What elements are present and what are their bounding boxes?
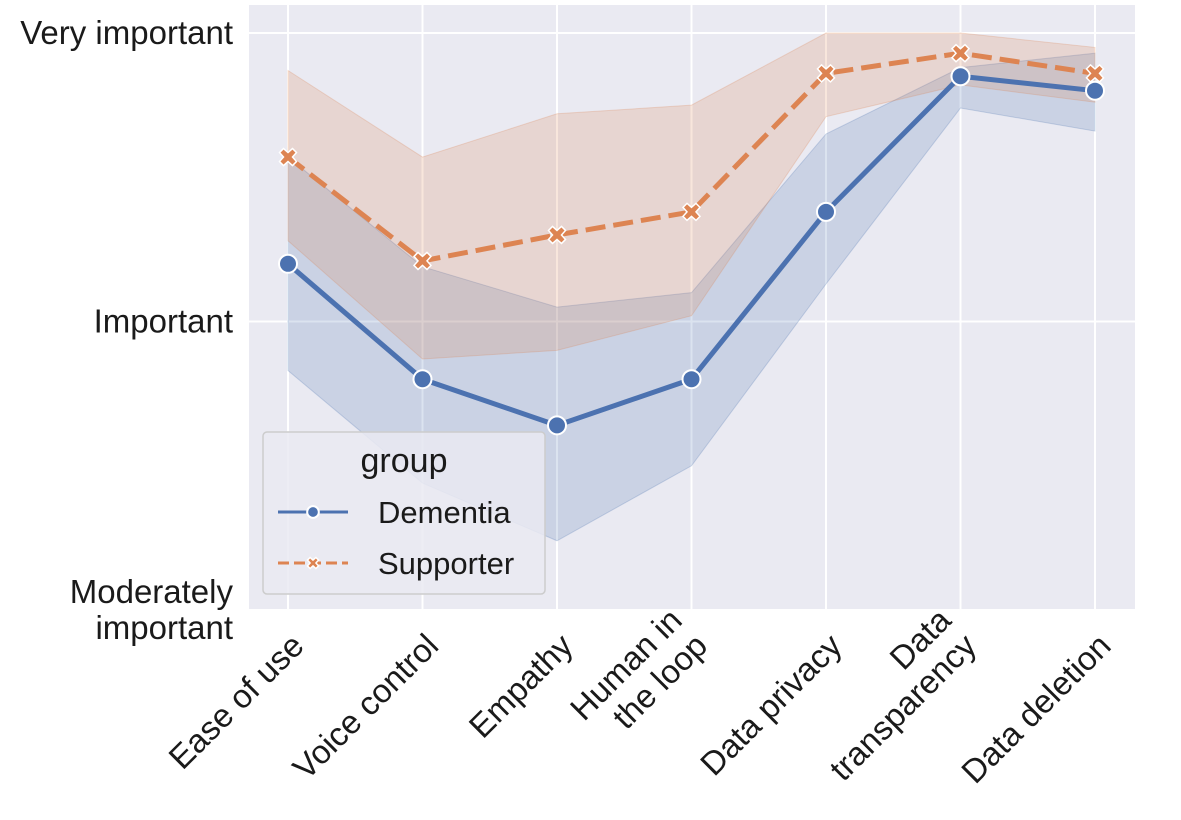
legend-title: group	[361, 442, 448, 480]
grid	[249, 5, 1135, 611]
y-tick-line: Moderately	[70, 573, 234, 610]
marker-dementia-data-deletion	[1085, 80, 1105, 101]
marker-supporter-data-transparency	[950, 43, 971, 63]
legend-label-supporter: Supporter	[378, 546, 514, 581]
marker-supporter-human-in-the-loop	[681, 202, 702, 222]
marker-dementia-data-privacy	[816, 201, 836, 222]
x-tick-label-data-transparency: Datatransparency	[797, 601, 984, 788]
y-tick-line: important	[95, 609, 233, 646]
legend-marker-shape-dementia	[306, 505, 320, 519]
marker-supporter-empathy	[547, 225, 567, 245]
legend: group Dementia Supporter	[262, 431, 546, 595]
x-tick-ease-of-use: Ease of use	[161, 627, 310, 776]
series-markers	[278, 43, 1105, 436]
ci-band-supporter	[287, 32, 1096, 360]
y-tick-line: Very important	[20, 14, 233, 51]
y-tick-label-very-important: Very important	[20, 14, 233, 51]
x-tick-data-transparency: Datatransparency	[797, 601, 984, 788]
marker-dementia-data-transparency	[950, 66, 971, 87]
marker-dementia-ease-of-use	[278, 253, 298, 274]
y-tick-label-moderately-important: Moderately important	[70, 573, 234, 646]
x-tick-voice-control: Voice control	[285, 627, 445, 787]
marker-dementia-empathy	[547, 415, 567, 436]
x-tick-label-ease-of-use: Ease of use	[161, 627, 310, 776]
marker-supporter-data-privacy	[816, 63, 836, 83]
x-tick-human-in-the-loop: Human inthe loop	[563, 601, 714, 752]
legend-marker-supporter	[306, 556, 320, 570]
marker-dementia-human-in-the-loop	[681, 369, 702, 390]
y-tick-line: Important	[94, 303, 233, 340]
y-tick-label-important: Important	[94, 303, 233, 340]
legend-marker-shape-supporter	[306, 556, 320, 570]
legend-box	[262, 431, 546, 595]
x-tick-line: Voice control	[285, 627, 445, 787]
legend-marker-dementia	[306, 505, 320, 519]
legend-label-dementia: Dementia	[378, 495, 511, 530]
x-tick-empathy: Empathy	[461, 626, 580, 745]
x-tick-line: Ease of use	[161, 627, 310, 776]
marker-supporter-ease-of-use	[278, 147, 298, 167]
x-tick-line: Empathy	[461, 626, 580, 745]
x-tick-label-empathy: Empathy	[461, 626, 580, 745]
marker-supporter-voice-control	[412, 251, 433, 271]
marker-dementia-voice-control	[412, 369, 433, 390]
x-tick-label-voice-control: Voice control	[285, 627, 445, 787]
marker-supporter-data-deletion	[1085, 63, 1105, 83]
x-tick-label-human-in-the-loop: Human inthe loop	[563, 601, 714, 752]
y-axis-ticks: Moderately important Important Very importa…	[20, 14, 233, 646]
